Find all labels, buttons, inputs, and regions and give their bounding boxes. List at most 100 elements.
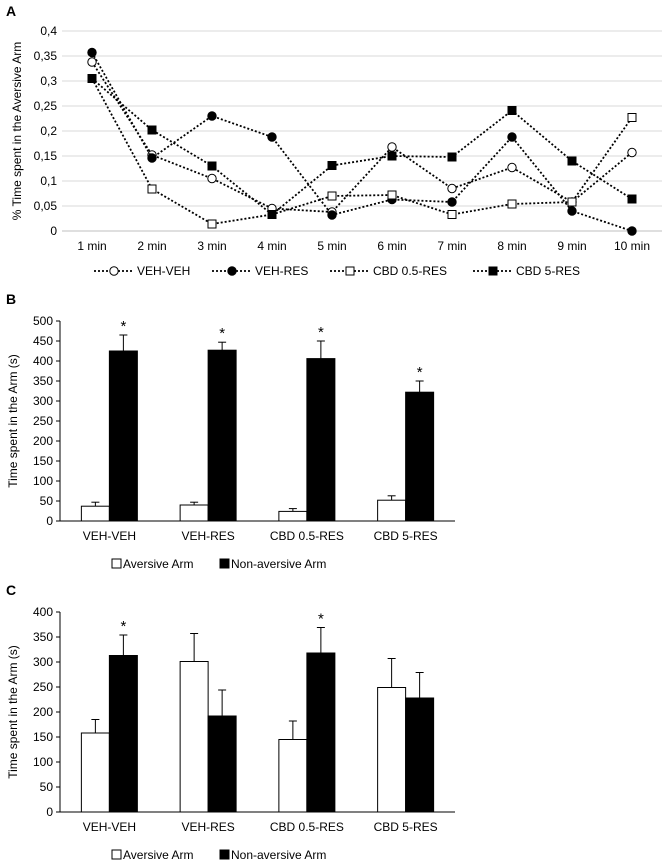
significance-marker: *	[318, 611, 324, 628]
data-point	[567, 206, 577, 216]
legend-swatch	[111, 849, 122, 860]
legend-label: VEH-VEH	[137, 264, 190, 278]
data-point	[267, 210, 277, 219]
x-tick-label: 6 min	[377, 239, 406, 253]
data-point	[147, 184, 157, 194]
x-tick-label: 5 min	[317, 239, 346, 253]
x-tick-label: VEH-RES	[181, 529, 234, 543]
data-point	[627, 194, 637, 204]
bar	[306, 358, 336, 522]
panel-a-letter: A	[6, 3, 16, 19]
data-point	[147, 153, 157, 163]
x-tick-label: 1 min	[77, 239, 106, 253]
bar	[207, 349, 237, 522]
bar	[405, 391, 435, 522]
data-point	[507, 132, 517, 142]
bar	[80, 732, 110, 813]
bar	[179, 504, 209, 522]
panel-b-letter: B	[6, 291, 16, 307]
bar	[108, 350, 138, 522]
x-tick-label: 8 min	[497, 239, 526, 253]
bar	[80, 505, 110, 522]
series-line	[91, 52, 633, 232]
y-tick-label: 0	[46, 514, 53, 528]
y-tick-label: 0,4	[40, 24, 57, 38]
significance-marker: *	[219, 325, 225, 342]
panel-c-ylabel: Time spent in the Arm (s)	[6, 645, 20, 779]
panel-c-bar-chart: 0 50 100 150 200 250 300 350 400 * VEH-VEH VEH-RES *…	[33, 605, 455, 862]
bar	[278, 510, 308, 522]
y-tick-label: 0	[50, 224, 57, 238]
data-point	[627, 113, 637, 122]
x-tick-label: CBD 5-RES	[374, 820, 438, 834]
data-point	[87, 47, 97, 58]
x-tick-label: 7 min	[437, 239, 466, 253]
series-line	[91, 61, 633, 213]
x-tick-label: CBD 0.5-RES	[270, 820, 344, 834]
data-point	[387, 151, 397, 161]
y-tick-label: 0,25	[34, 99, 58, 113]
bar	[377, 499, 407, 522]
panel-b-ylabel: Time spent in the Arm (s)	[6, 354, 20, 488]
legend-label: VEH-RES	[255, 264, 308, 278]
legend-marker	[227, 266, 237, 276]
bar	[405, 697, 435, 813]
bar	[377, 687, 407, 813]
significance-marker: *	[120, 618, 126, 635]
data-point	[507, 162, 517, 173]
legend-swatch	[219, 849, 230, 860]
x-tick-label: VEH-VEH	[83, 529, 136, 543]
data-point	[507, 106, 517, 115]
bar	[306, 652, 336, 813]
data-point	[447, 197, 457, 207]
data-point	[387, 142, 397, 152]
y-tick-label: 150	[33, 730, 53, 744]
x-tick-label: 9 min	[557, 239, 586, 253]
legend-label: CBD 5-RES	[516, 264, 580, 278]
significance-marker: *	[417, 364, 423, 381]
y-tick-label: 300	[33, 655, 53, 669]
x-tick-label: VEH-RES	[181, 820, 234, 834]
y-tick-label: 0,05	[34, 199, 58, 213]
data-point	[447, 152, 457, 162]
data-point	[567, 156, 577, 166]
data-point	[87, 57, 97, 67]
panel-a-line-chart: 0 0,05 0,1 0,15 0,2 0,25 0,3 0,35 0,4 1 min 2 min 3…	[34, 24, 662, 278]
y-tick-label: 150	[33, 454, 53, 468]
panel-a-ylabel: % Time spent in the Aversive Arm	[10, 42, 24, 221]
y-tick-label: 100	[33, 755, 53, 769]
legend-label: Aversive Arm	[123, 557, 193, 571]
legend-marker	[345, 266, 355, 276]
bar	[179, 661, 209, 813]
y-tick-label: 500	[33, 314, 53, 328]
significance-marker: *	[120, 318, 126, 335]
data-point	[207, 161, 217, 171]
data-point	[447, 183, 457, 194]
panel-c-letter: C	[6, 582, 16, 598]
data-point	[87, 74, 97, 83]
x-tick-label: CBD 5-RES	[374, 529, 438, 543]
x-tick-label: 3 min	[197, 239, 226, 253]
y-tick-label: 0,3	[40, 74, 57, 88]
data-point	[567, 197, 577, 207]
y-tick-label: 400	[33, 354, 53, 368]
x-tick-label: 4 min	[257, 239, 286, 253]
bar	[278, 739, 308, 813]
x-tick-label: CBD 0.5-RES	[270, 529, 344, 543]
x-tick-label: 10 min	[614, 239, 650, 253]
series-line	[91, 77, 633, 216]
x-tick-label: VEH-VEH	[83, 820, 136, 834]
y-tick-label: 0,2	[40, 124, 57, 138]
data-point	[207, 173, 217, 184]
y-tick-label: 200	[33, 434, 53, 448]
panel-b-bar-chart: 0 50 100 150 200 250 300 350 400 450 500 * VEH-VEH * V…	[33, 314, 455, 571]
series-line	[91, 78, 633, 225]
y-tick-label: 250	[33, 680, 53, 694]
data-point	[387, 190, 397, 200]
significance-marker: *	[318, 324, 324, 341]
y-tick-label: 400	[33, 605, 53, 619]
y-tick-label: 250	[33, 414, 53, 428]
x-tick-label: 2 min	[137, 239, 166, 253]
bar	[108, 655, 138, 813]
